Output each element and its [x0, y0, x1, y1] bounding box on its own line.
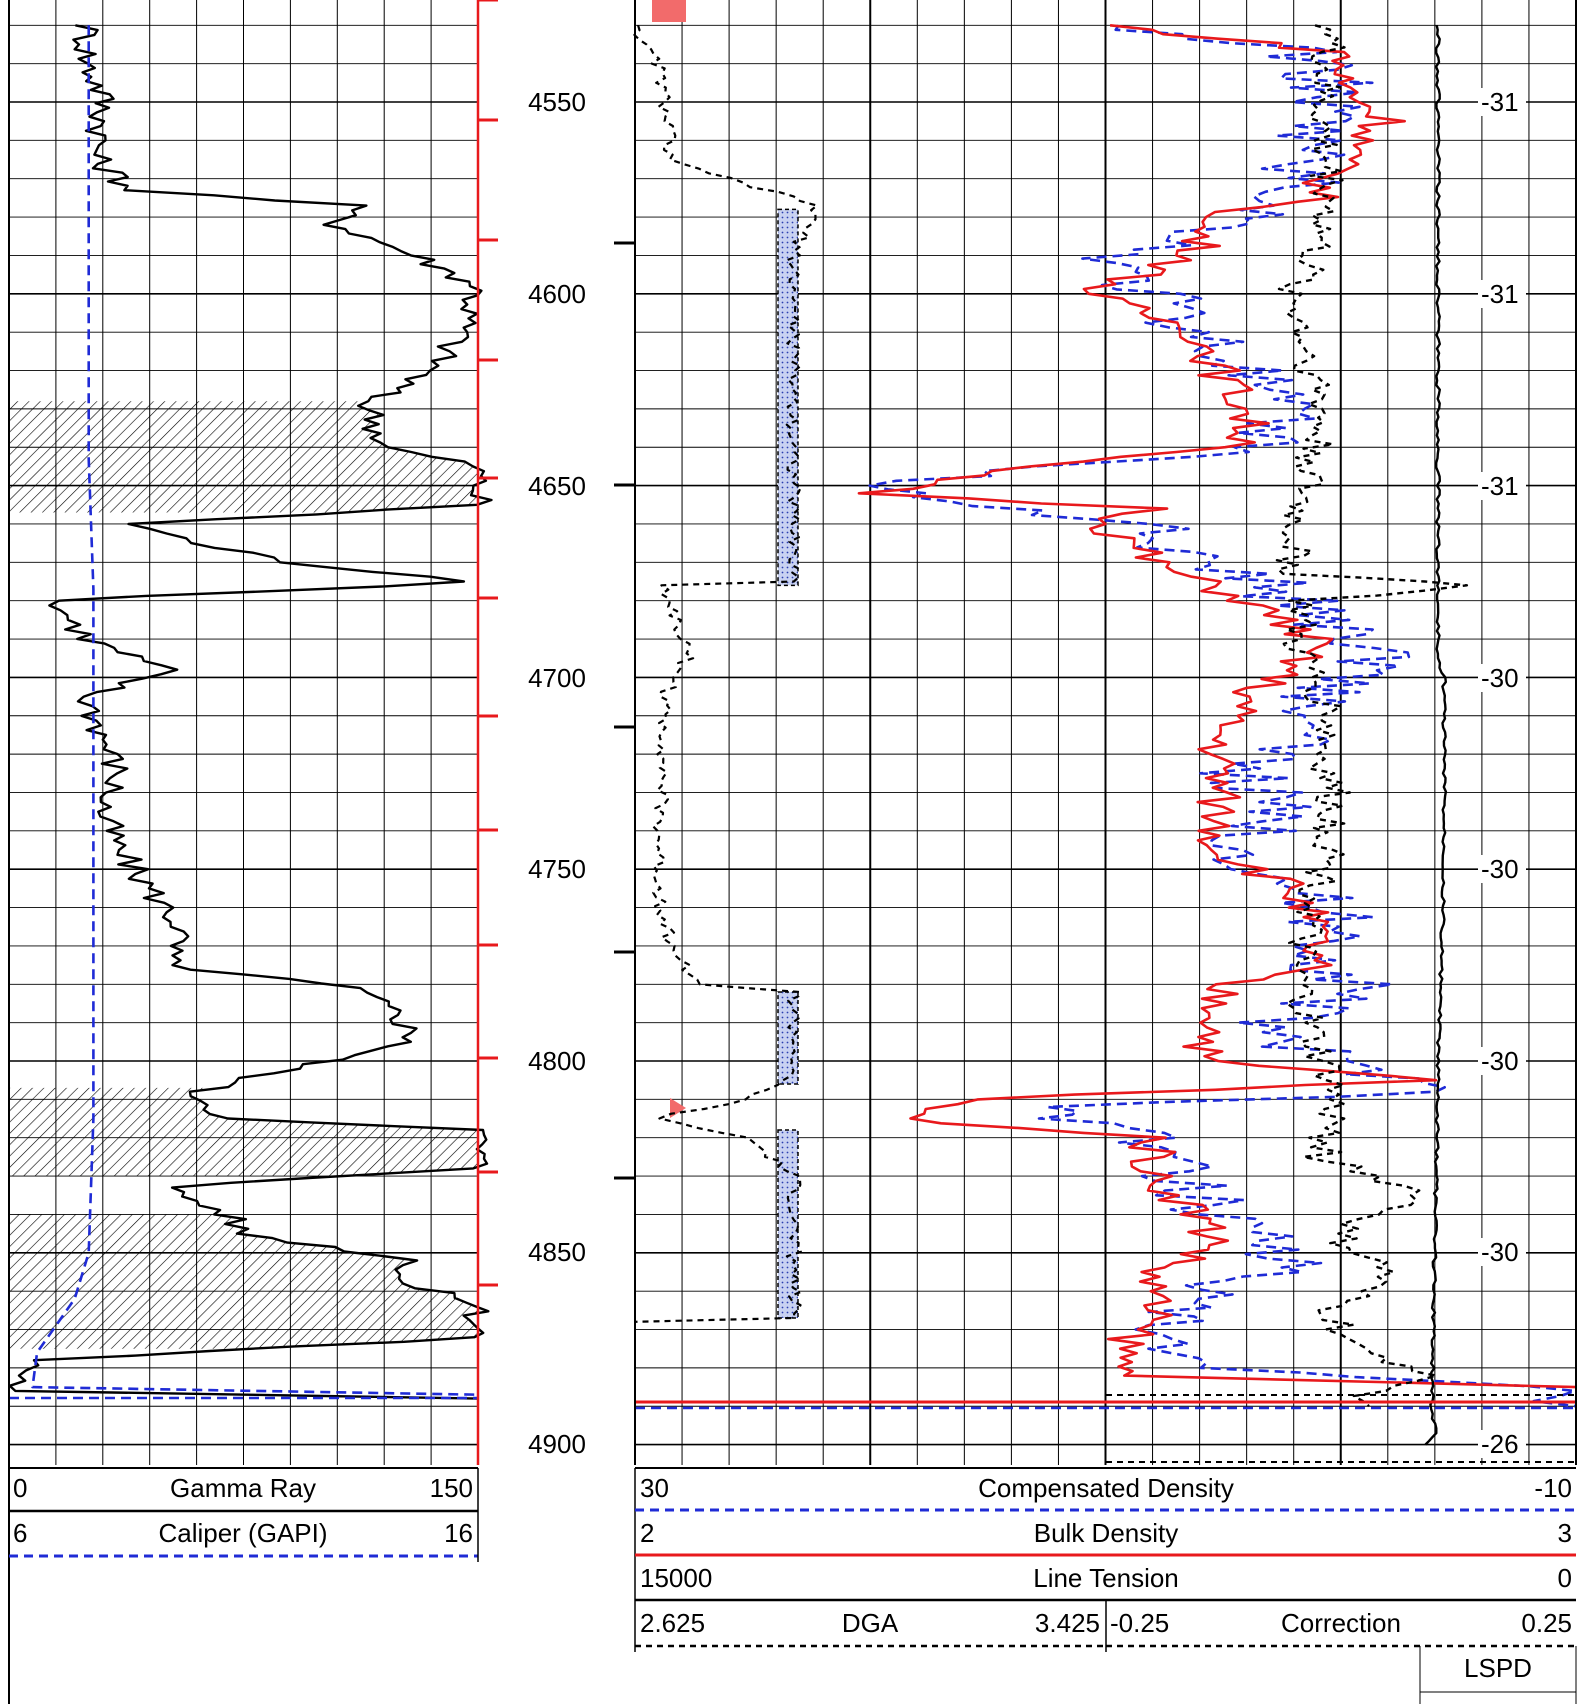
compensated-density-min: 30: [640, 1473, 669, 1503]
caliper-name: Caliper (GAPI): [158, 1518, 327, 1548]
gamma-ray-curve: [8, 24, 493, 1400]
dga-sand-bar: [777, 208, 799, 587]
gamma-ray-header: 0 Gamma Ray 150: [9, 1473, 478, 1513]
tension-scale-label: -30: [1481, 663, 1519, 693]
depth-label: 4900: [528, 1429, 586, 1459]
caliper-gapi-curve: [31, 25, 479, 1396]
dga-sand-bar: [777, 991, 799, 1085]
dga-header: 2.625 DGA 3.425: [635, 1608, 1106, 1648]
tension-scale-label: -31: [1481, 279, 1519, 309]
dga-min: 2.625: [640, 1608, 705, 1638]
bulk-density-curve: [857, 24, 1577, 1389]
depth-label: 4550: [528, 87, 586, 117]
caliper-header: 6 Caliper (GAPI) 16: [9, 1468, 479, 1562]
lspd-name: LSPD: [1464, 1653, 1532, 1683]
line-tension-curve: [1424, 25, 1448, 1446]
compensated-density-header: 30 Compensated Density -10: [635, 1473, 1576, 1512]
log-header: 0 Gamma Ray 150 6 Caliper (GAPI) 16 30 C…: [8, 0, 1577, 1704]
compensated-density-name: Compensated Density: [978, 1473, 1234, 1503]
depth-label: 4750: [528, 854, 586, 884]
tension-scale-label: -31: [1481, 471, 1519, 501]
depth-label: 4800: [528, 1046, 586, 1076]
dga-red-fill: [652, 0, 686, 22]
line-tension-name: Line Tension: [1033, 1563, 1179, 1593]
tension-scale-label: -31: [1481, 87, 1519, 117]
tension-scale-label: -30: [1481, 854, 1519, 884]
correction-header: -0.25 Correction 0.25: [1106, 1608, 1576, 1648]
dga-red-fill: [670, 1098, 686, 1118]
line-tension-min: 15000: [640, 1563, 712, 1593]
track-fills: [9, 0, 799, 1349]
line-tension-max: 0: [1558, 1563, 1572, 1593]
gamma-ray-shale-fill: [9, 401, 478, 1349]
gamma-ray-min: 0: [13, 1473, 27, 1503]
bulk-density-max: 3: [1558, 1518, 1572, 1548]
lspd-header: LSPD: [1419, 1646, 1577, 1704]
depth-label: 4650: [528, 471, 586, 501]
correction-min: -0.25: [1110, 1608, 1169, 1638]
depth-label: 4700: [528, 663, 586, 693]
correction-max: 0.25: [1521, 1608, 1572, 1638]
correction-name: Correction: [1281, 1608, 1401, 1638]
caliper-min: 6: [13, 1518, 27, 1548]
depth-label: 4850: [528, 1237, 586, 1267]
gamma-ray-name: Gamma Ray: [170, 1473, 316, 1503]
tension-scale-label: -30: [1481, 1046, 1519, 1076]
line-tension-header: 15000 Line Tension 0: [635, 1563, 1576, 1602]
bulk-density-name: Bulk Density: [1034, 1518, 1179, 1548]
caliper-max: 16: [444, 1518, 473, 1548]
depth-label: 4600: [528, 279, 586, 309]
dga-name: DGA: [842, 1608, 899, 1638]
compensated-density-max: -10: [1534, 1473, 1572, 1503]
bulk-density-header: 2 Bulk Density 3: [635, 1518, 1576, 1557]
dga-max: 3.425: [1035, 1608, 1100, 1638]
tension-marker-ticks: [476, 0, 635, 1465]
correction-curve: [1275, 24, 1469, 1408]
depth-axis: 4550 4600 4650 4700 4750 4800 4850 4900: [528, 87, 586, 1459]
tension-scale: -31 -31 -31 -30 -30 -30 -30 -26: [1478, 87, 1526, 1459]
bulk-density-min: 2: [640, 1518, 654, 1548]
tension-scale-label: -30: [1481, 1237, 1519, 1267]
dga-curve: [633, 24, 819, 1323]
gamma-ray-max: 150: [430, 1473, 473, 1503]
tension-scale-label: -26: [1481, 1429, 1519, 1459]
compensated-density-curve: [868, 24, 1577, 1408]
